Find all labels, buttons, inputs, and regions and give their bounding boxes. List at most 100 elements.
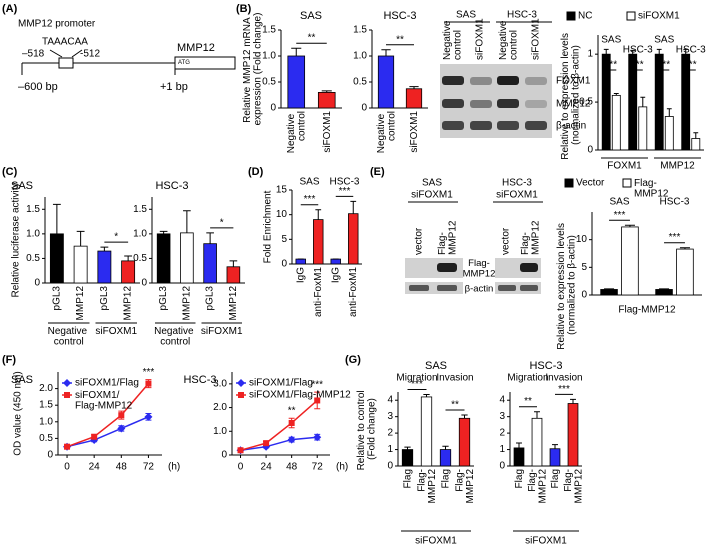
bar (420, 396, 433, 467)
lane-label: vector (501, 227, 512, 255)
y-tick-label: 1 (587, 49, 593, 60)
x-tick-label: 48 (286, 462, 298, 473)
position-label: -512 (80, 49, 100, 60)
error-bar (423, 393, 430, 397)
significance-label: *** (304, 194, 316, 205)
panel-label: (D) (248, 166, 264, 178)
bar (638, 106, 648, 151)
blot-title: HSC-3 (502, 178, 532, 189)
bar (611, 94, 621, 151)
y-tick-label: 0.5 (133, 253, 147, 264)
error-bar (124, 255, 133, 261)
chart-title: HSC-3 (155, 180, 188, 192)
x-tick-label: 72 (143, 462, 155, 473)
gene-label: MMP12 (177, 42, 215, 54)
bar (377, 55, 395, 109)
chart-title: SAS (300, 10, 322, 22)
significance-label: *** (339, 186, 351, 197)
legend-label: siFOXM1/Flag (75, 378, 139, 389)
chart-title: SAS (425, 360, 447, 372)
marker (64, 443, 71, 450)
bar (121, 260, 136, 284)
error-bar (613, 92, 619, 96)
band (470, 100, 492, 108)
group-label: Negative control (154, 326, 196, 348)
category-label: pGL3 (99, 286, 110, 311)
y-tick-label: 4 (499, 395, 505, 406)
y-tick-label: 4 (387, 395, 393, 406)
y-axis-label: Relative MMP12 mRNA expression (Fold cha… (241, 13, 263, 126)
category-label: siFOXM1 (321, 111, 332, 153)
error-bar (159, 230, 168, 234)
start-codon: ATG (178, 60, 190, 66)
y-tick-label: 1.5 (353, 25, 367, 36)
error-bar (350, 200, 357, 214)
x-tick-label: 0 (64, 462, 70, 473)
blot-title: siFOXM1 (496, 190, 538, 201)
y-tick-label: 5 (281, 234, 287, 245)
y-tick-label: 1.0 (353, 51, 367, 62)
y-tick-label: 1.0 (39, 416, 53, 427)
marker (238, 392, 244, 398)
y-tick-label: 0 (270, 103, 276, 114)
y-tick-label: 0 (581, 290, 587, 301)
category-label: pGL3 (205, 286, 216, 311)
band (525, 100, 547, 108)
legend-label: siFOXM1 (638, 11, 680, 22)
legend-swatch (564, 178, 574, 188)
error-bar (679, 247, 690, 250)
bar (330, 258, 341, 265)
error-bar (461, 414, 468, 419)
category-label: pGL3 (158, 286, 169, 311)
y-tick-label: 2 (499, 428, 505, 439)
y-axis-label: Relative to expression levels (normalize… (555, 220, 577, 350)
error-bar (381, 49, 391, 56)
band (442, 121, 464, 130)
category-label: MMP12 (123, 286, 134, 321)
y-axis-label: Relative luciferase activity (11, 182, 22, 297)
y-tick-label: 0 (47, 450, 53, 461)
y-tick-label: 2 (387, 428, 393, 439)
chart-title: HSC-3 (529, 360, 562, 372)
band (525, 121, 547, 130)
series-line (240, 399, 318, 451)
bar (348, 213, 359, 265)
row-label: FOXM1 (556, 76, 591, 87)
category-label: anti-FoxM1 (313, 267, 324, 317)
significance-label: *** (411, 379, 423, 390)
category-label: Flag (402, 469, 413, 488)
y-axis-label: Fold Enrichment (263, 190, 274, 263)
lane-label: vector (414, 227, 425, 255)
error-bar (640, 96, 646, 107)
legend-label: NC (578, 11, 592, 22)
category-label: MMP12 (75, 286, 86, 321)
category-label: Negative control (375, 111, 397, 153)
y-tick-label: 0 (387, 461, 393, 472)
group-label: Invasion (436, 373, 473, 384)
y-tick-label: 2.0 (39, 383, 53, 394)
category-label: siFOXM1 (409, 111, 420, 153)
category-label: Flag-MMP12 (526, 469, 548, 504)
error-bar (229, 260, 238, 267)
legend-swatch (626, 11, 636, 21)
panel-label: (B) (236, 3, 252, 15)
error-bar (693, 132, 699, 139)
bar (203, 243, 217, 284)
y-tick-label: 1.5 (262, 25, 276, 36)
band (470, 77, 492, 85)
marker (118, 412, 125, 419)
series-line (66, 416, 149, 448)
series-line (66, 383, 150, 448)
marker (263, 440, 270, 447)
bar (49, 233, 64, 284)
western-blot: SAS HSC-3 Negative control siFOXM1 Negat… (440, 10, 591, 138)
y-tick-label: 0.5 (353, 77, 367, 88)
group-label: siFOXM1 (201, 326, 243, 337)
marker (117, 424, 126, 433)
bar (313, 219, 324, 265)
motif-box (58, 57, 74, 69)
blot-group: HSC-3 (507, 10, 537, 21)
group-label: SAS (299, 177, 319, 188)
marker (91, 433, 98, 440)
group-label: Migration (507, 373, 548, 384)
